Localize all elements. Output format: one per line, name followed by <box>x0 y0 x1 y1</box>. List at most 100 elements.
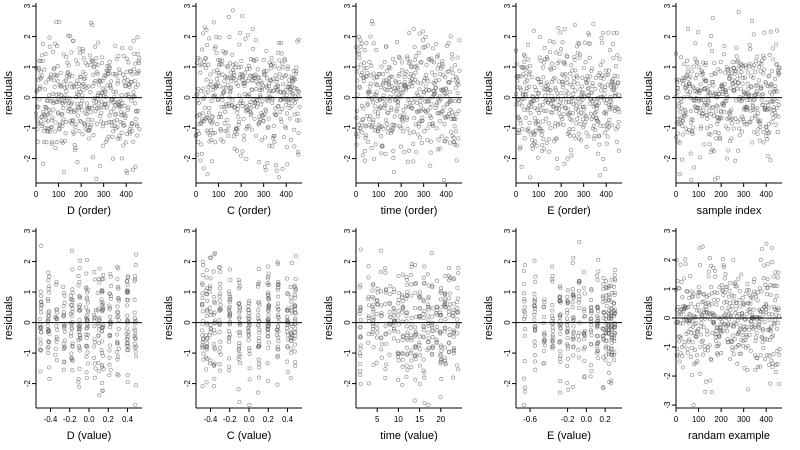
data-point <box>254 87 259 92</box>
data-point <box>568 100 574 105</box>
data-point <box>547 38 552 44</box>
data-point <box>563 72 568 77</box>
data-point <box>227 304 232 309</box>
data-point <box>370 321 375 326</box>
data-point <box>438 318 443 323</box>
data-point <box>695 60 700 65</box>
data-point <box>218 128 223 133</box>
data-point <box>701 299 706 304</box>
data-point <box>137 56 142 61</box>
data-point <box>52 129 57 134</box>
data-point <box>589 368 594 373</box>
data-point <box>572 57 577 62</box>
data-point <box>223 109 228 114</box>
data-point <box>748 108 753 113</box>
data-point <box>413 357 418 362</box>
data-point <box>678 55 684 60</box>
data-point <box>97 368 102 373</box>
data-point <box>726 321 731 326</box>
data-point <box>54 282 59 287</box>
data-point <box>84 257 90 263</box>
data-point <box>603 111 609 116</box>
data-point <box>383 103 388 108</box>
data-point <box>735 318 740 323</box>
data-point <box>238 153 243 158</box>
data-point <box>522 385 527 390</box>
data-point <box>92 277 97 282</box>
data-point <box>379 342 385 347</box>
data-point <box>55 64 60 69</box>
data-point <box>285 317 290 322</box>
data-point <box>571 345 576 350</box>
data-point <box>383 287 389 292</box>
data-point <box>392 60 398 66</box>
y-tick-label: -1 <box>503 349 512 357</box>
data-point <box>114 56 119 62</box>
data-point <box>212 361 217 366</box>
data-point <box>417 294 422 299</box>
data-point <box>100 325 105 330</box>
data-point <box>454 111 459 116</box>
data-point <box>601 98 607 103</box>
data-point <box>712 60 717 66</box>
data-point <box>576 338 582 343</box>
data-point <box>212 345 217 350</box>
data-point <box>418 290 423 295</box>
data-point <box>97 327 102 332</box>
data-point <box>612 338 617 343</box>
data-point <box>417 381 422 386</box>
data-point <box>775 320 780 325</box>
x-tick-label: 400 <box>600 190 614 199</box>
data-point <box>698 126 703 131</box>
data-point <box>581 347 586 352</box>
data-point <box>526 126 531 131</box>
data-point <box>571 317 576 322</box>
data-point <box>276 50 281 55</box>
data-point <box>287 116 292 121</box>
data-point <box>38 293 44 298</box>
data-point <box>61 290 66 295</box>
data-point <box>430 335 435 340</box>
data-point <box>235 103 240 108</box>
data-point <box>77 51 83 56</box>
data-point <box>409 293 414 298</box>
data-point <box>237 340 242 346</box>
data-point <box>196 101 201 106</box>
data-point <box>734 301 739 306</box>
data-point <box>772 84 777 89</box>
data-point <box>538 58 543 63</box>
data-point <box>391 336 397 341</box>
data-point <box>763 309 768 314</box>
data-point <box>593 109 598 114</box>
data-point <box>38 347 43 352</box>
data-point <box>256 390 261 395</box>
data-point <box>270 76 275 81</box>
data-point <box>579 110 584 116</box>
data-point <box>200 337 206 342</box>
data-point <box>374 47 379 53</box>
data-point <box>457 68 462 73</box>
data-point <box>681 75 686 81</box>
data-point <box>71 38 76 43</box>
data-point <box>541 65 546 70</box>
data-point <box>55 327 60 332</box>
data-point <box>605 72 611 77</box>
data-point <box>107 291 112 296</box>
data-point <box>59 83 64 88</box>
data-point <box>114 117 120 122</box>
data-point <box>532 132 537 137</box>
data-point <box>684 88 689 93</box>
data-point <box>108 325 113 330</box>
data-point <box>218 302 223 307</box>
data-point <box>43 105 48 110</box>
data-point <box>106 101 111 106</box>
data-point <box>218 281 223 286</box>
data-point <box>589 288 594 293</box>
data-point <box>84 112 89 117</box>
data-point <box>438 313 443 318</box>
data-point <box>538 34 543 40</box>
data-point <box>431 60 437 65</box>
data-point <box>690 118 695 123</box>
data-point <box>522 107 527 112</box>
data-point <box>597 142 602 147</box>
